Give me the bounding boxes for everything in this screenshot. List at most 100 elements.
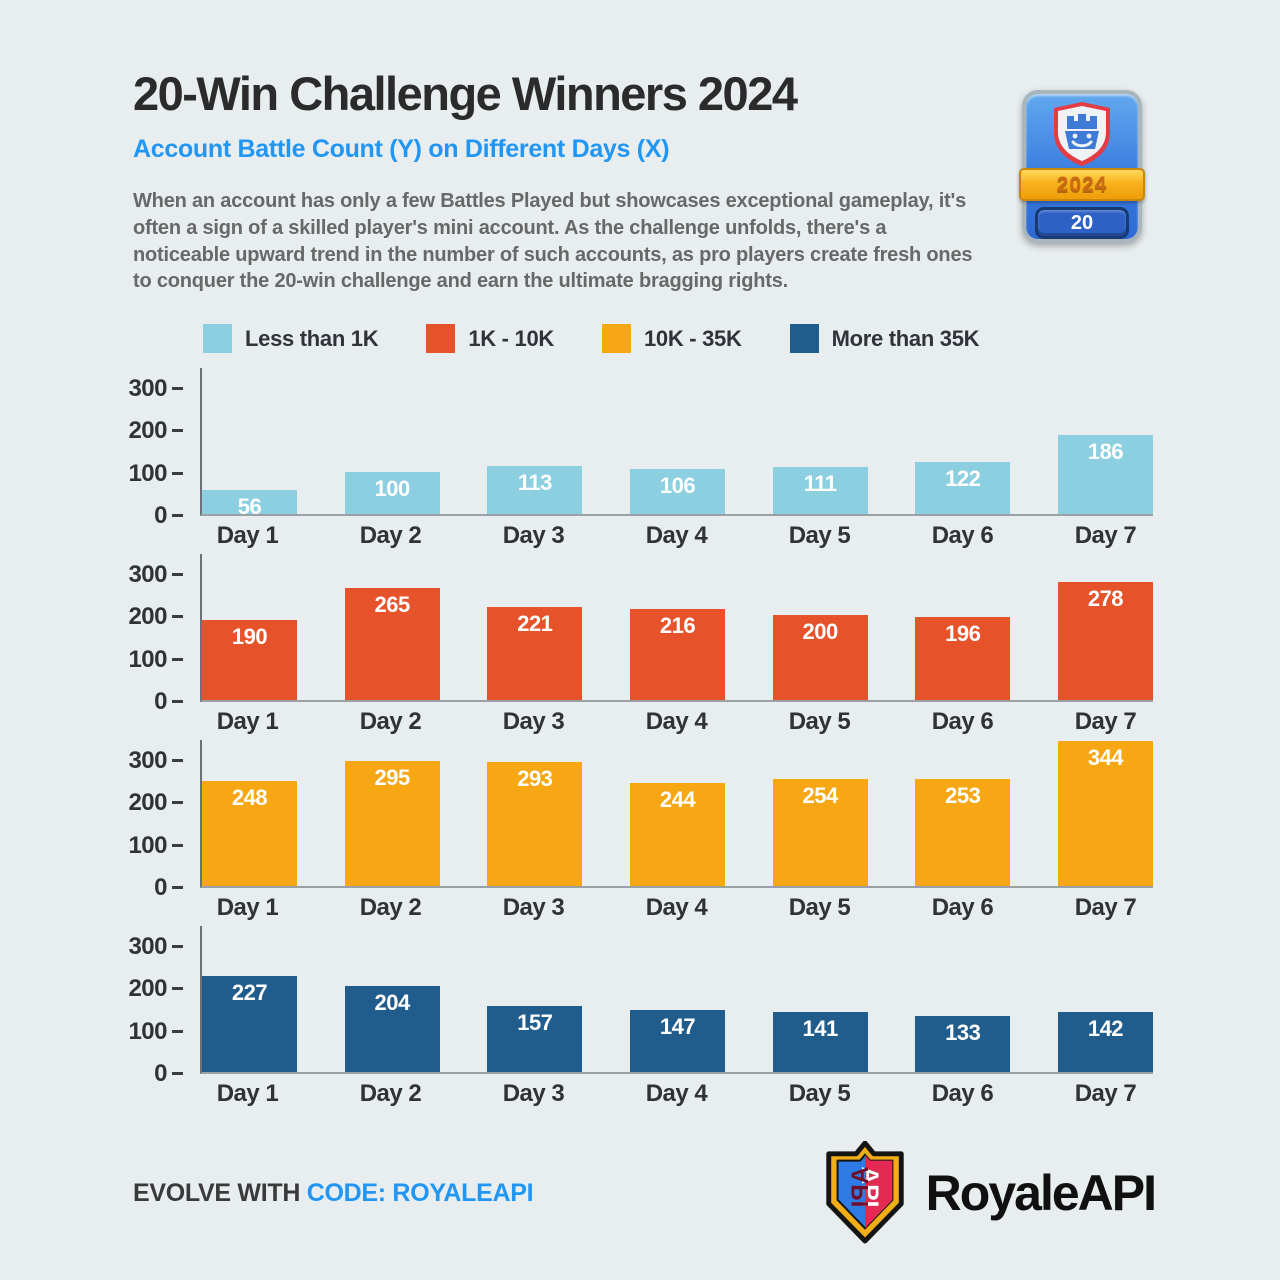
y-tick-mark	[172, 387, 183, 391]
legend-label: Less than 1K	[245, 325, 379, 351]
y-tick-mark	[172, 471, 183, 475]
plot-area: 190 265 221 216 200 196 278	[200, 554, 1153, 702]
bar-1k-10k-day-5: 200	[772, 615, 868, 700]
y-tick-label: 200	[123, 788, 183, 818]
crl-shield-icon	[1054, 102, 1110, 166]
x-axis: Day 1 Day 2 Day 3 Day 4 Day 5 Day 6 Day 7	[200, 1080, 1153, 1108]
bar-value-label: 244	[659, 786, 696, 812]
y-tick-mark	[172, 801, 183, 805]
x-tick-label: Day 3	[502, 522, 565, 549]
bar-value-label: 344	[1087, 744, 1124, 770]
bar-less-than-1k-day-6: 122	[915, 462, 1011, 514]
y-tick-label: 200	[123, 602, 183, 632]
bar-value-label: 100	[374, 475, 411, 501]
bar-chart-2: 0 100 200 300 248 295 293 244 254 253 344 Day 1 Day …	[128, 740, 1155, 926]
bar-value-label: 106	[659, 473, 696, 499]
legend-label: More than 35K	[831, 325, 980, 351]
x-axis: Day 1 Day 2 Day 3 Day 4 Day 5 Day 6 Day 7	[200, 522, 1153, 550]
legend-item-2: 10K - 35K	[601, 324, 742, 353]
y-tick-mark	[172, 759, 183, 763]
x-tick-label: Day 7	[1074, 894, 1137, 921]
bar-10k-35k-day-3: 293	[487, 762, 583, 886]
y-tick-mark	[172, 514, 183, 517]
bar-value-label: 253	[945, 783, 981, 809]
bar-value-label: 295	[374, 765, 411, 791]
legend-label: 1K - 10K	[468, 325, 554, 351]
evolve-code: CODE: ROYALEAPI	[306, 1178, 534, 1207]
plot-area: 248 295 293 244 254 253 344	[200, 740, 1153, 888]
x-tick-label: Day 6	[931, 522, 994, 549]
bar-more-than-35k-day-5: 141	[772, 1012, 868, 1072]
bar-less-than-1k-day-5: 111	[772, 467, 868, 514]
y-tick-label: 0	[123, 1059, 183, 1089]
x-tick-label: Day 3	[502, 708, 565, 735]
bar-more-than-35k-day-1: 227	[202, 976, 297, 1072]
y-tick-mark	[172, 886, 183, 889]
royaleapi-brand: API API RoyaleAPI	[816, 1141, 1157, 1245]
bar-value-label: 227	[231, 980, 268, 1006]
bar-value-label: 204	[374, 989, 411, 1015]
bar-value-label: 142	[1087, 1015, 1124, 1041]
page-title: 20-Win Challenge Winners 2024	[133, 67, 798, 120]
legend-item-0: Less than 1K	[203, 324, 379, 353]
bar-value-label: 190	[231, 623, 268, 649]
y-tick-label: 300	[123, 746, 183, 776]
bar-less-than-1k-day-4: 106	[629, 469, 725, 514]
y-tick-label: 100	[123, 459, 183, 489]
bar-value-label: 122	[945, 466, 981, 492]
bar-more-than-35k-day-3: 157	[487, 1005, 583, 1072]
y-axis: 0 100 200 300	[128, 554, 193, 740]
footer: EVOLVE WITH CODE: ROYALEAPI API API Roya…	[133, 1138, 1157, 1248]
bar-more-than-35k-day-4: 147	[629, 1009, 725, 1072]
bar-value-label: 56	[237, 494, 262, 520]
y-tick-label: 100	[123, 645, 183, 675]
bar-1k-10k-day-7: 278	[1057, 582, 1153, 700]
evolve-code-text: EVOLVE WITH CODE: ROYALEAPI	[133, 1178, 534, 1208]
x-tick-label: Day 3	[502, 894, 565, 921]
x-tick-label: Day 3	[502, 1080, 565, 1107]
bar-value-label: 248	[231, 785, 268, 811]
x-tick-label: Day 7	[1074, 708, 1137, 735]
y-tick-label: 0	[123, 873, 183, 903]
bar-value-label: 221	[517, 610, 553, 636]
bar-chart-0: 0 100 200 300 56 100 113 106 111 122 186 Day 1 Day 2…	[128, 368, 1155, 554]
x-tick-label: Day 5	[788, 708, 851, 735]
x-tick-label: Day 7	[1074, 522, 1137, 549]
y-tick-label: 200	[123, 974, 183, 1004]
y-axis: 0 100 200 300	[128, 368, 193, 554]
y-tick-label: 0	[123, 501, 183, 531]
x-axis: Day 1 Day 2 Day 3 Day 4 Day 5 Day 6 Day 7	[200, 708, 1153, 736]
badge-year-label: 2024	[1056, 172, 1108, 196]
svg-text:API: API	[847, 1167, 874, 1208]
bar-value-label: 196	[945, 621, 981, 647]
y-tick-mark	[172, 700, 183, 703]
bar-chart-1: 0 100 200 300 190 265 221 216 200 196 278 Day 1 Day …	[128, 554, 1155, 740]
brand-name: RoyaleAPI	[925, 1165, 1157, 1221]
badge-wins-plate: 20	[1035, 207, 1129, 239]
bar-value-label: 265	[374, 591, 411, 617]
svg-text:API: API	[856, 1167, 883, 1208]
bar-value-label: 133	[945, 1019, 981, 1045]
y-tick-label: 100	[123, 831, 183, 861]
bar-value-label: 293	[517, 766, 553, 792]
bar-value-label: 157	[517, 1009, 553, 1035]
x-tick-label: Day 2	[359, 522, 422, 549]
x-tick-label: Day 2	[359, 894, 422, 921]
bar-value-label: 111	[803, 471, 837, 497]
legend-swatch-icon	[426, 324, 456, 353]
y-tick-mark	[172, 1029, 183, 1033]
x-tick-label: Day 5	[788, 894, 851, 921]
bar-more-than-35k-day-6: 133	[915, 1015, 1011, 1072]
y-tick-label: 100	[123, 1017, 183, 1047]
y-tick-mark	[172, 657, 183, 661]
legend-label: 10K - 35K	[643, 325, 742, 351]
description-text: When an account has only a few Battles P…	[133, 190, 973, 293]
y-tick-mark	[172, 429, 183, 433]
bar-value-label: 254	[802, 782, 839, 808]
y-tick-label: 300	[123, 374, 183, 404]
bar-more-than-35k-day-2: 204	[344, 985, 440, 1072]
bar-less-than-1k-day-3: 113	[487, 466, 583, 514]
y-axis: 0 100 200 300	[128, 740, 193, 926]
y-tick-label: 300	[123, 932, 183, 962]
y-tick-mark	[172, 615, 183, 619]
